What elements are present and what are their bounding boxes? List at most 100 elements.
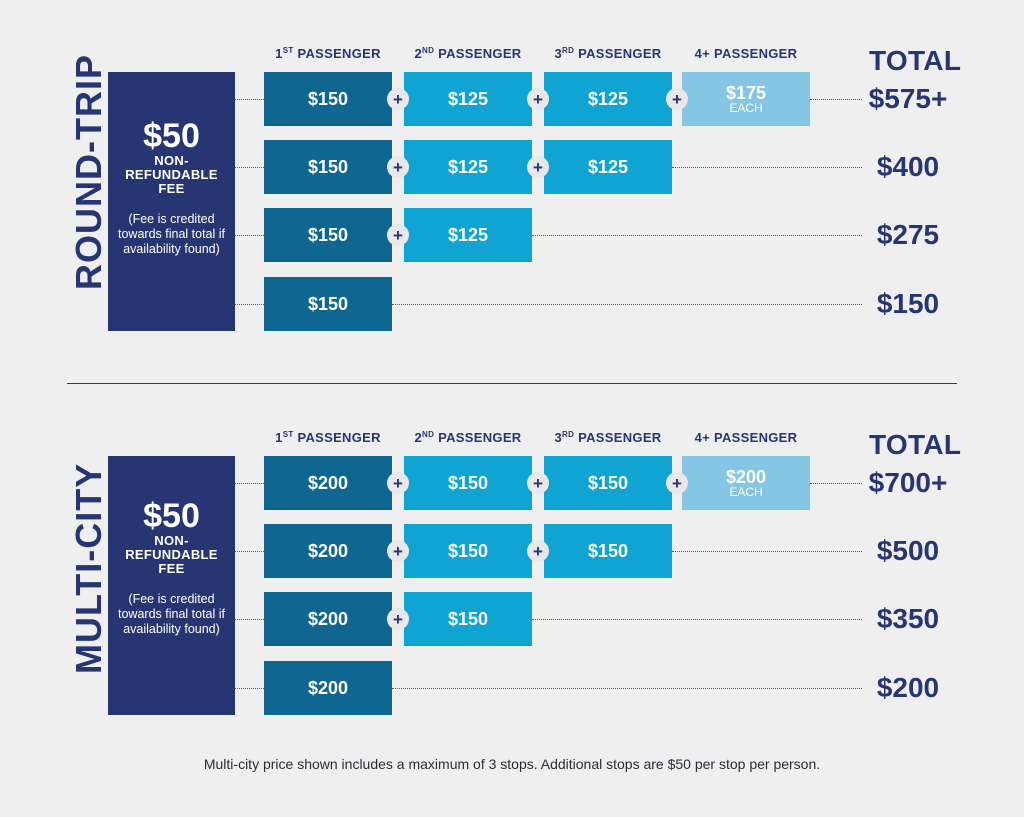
price-value: $125 [587,89,629,109]
header-text: PASSENGER [293,430,381,445]
price-cell-passenger-3: $125 [544,72,672,126]
header-number: 3 [554,46,563,61]
price-cell-passenger-2: $150 [404,592,532,646]
row-total: $275 [876,219,940,250]
column-header-total: TOTAL [869,429,962,460]
plus-icon: + [387,88,409,110]
dotted-leader [810,99,862,100]
fee-box: $50 NON- REFUNDABLE FEE (Fee is credited tow… [108,72,235,331]
price-cell-passenger-1: $150 [264,140,392,194]
dotted-leader [672,167,862,168]
price-value: $150 [307,294,349,314]
header-text: PASSENGER [574,46,662,61]
row-total: $500 [876,535,940,566]
header-ordinal: ST [282,46,294,55]
fee-label: FEE [158,561,185,576]
dotted-leader [235,688,264,689]
row-total: $575+ [868,83,948,114]
column-header-passenger-4: 4+ PASSENGER [694,430,798,445]
plus-icon: + [527,156,549,178]
row-total: $150 [876,288,940,319]
header-text: PASSENGER [434,430,522,445]
plus-icon: + [387,472,409,494]
fee-label: NON- [154,533,189,548]
dotted-leader [672,551,862,552]
header-ordinal: RD [562,430,575,439]
each-label: EACH [729,100,763,115]
multi-city-section: 1ST PASSENGER 2ND PASSENGER 3RD PASSENGER 4… [0,428,1024,728]
price-cell-passenger-2: $125 [404,140,532,194]
dotted-leader [235,483,264,484]
column-header-passenger-2: 2ND PASSENGER [404,46,532,61]
price-value: $150 [307,89,349,109]
price-cell-passenger-1: $200 [264,661,392,715]
plus-icon: + [666,88,688,110]
price-cell-passenger-2: $150 [404,524,532,578]
price-value: $150 [587,541,629,561]
price-value: $125 [447,157,489,177]
header-number: 1 [275,430,283,445]
header-number: 3 [554,430,563,445]
price-value: $200 [725,466,767,487]
header-text: PASSENGER [574,430,662,445]
fee-amount: $50 [143,117,200,155]
fee-amount: $50 [143,497,200,535]
row-total: $400 [876,151,940,182]
plus-icon: + [527,540,549,562]
price-value: $175 [725,82,767,103]
header-number: 1 [275,46,283,61]
fee-box: $50 NON- REFUNDABLE FEE (Fee is credited tow… [108,456,235,715]
price-value: $150 [447,609,489,629]
price-value: $125 [447,225,489,245]
price-cell-passenger-2: $150 [404,456,532,510]
price-value: $150 [307,157,349,177]
price-value: $150 [447,541,489,561]
footnote: Multi-city price shown includes a maximu… [203,756,821,772]
price-cell-passenger-3: $150 [544,524,672,578]
price-cell-passenger-1: $150 [264,208,392,262]
dotted-leader [532,235,862,236]
plus-icon: + [387,608,409,630]
column-header-total: TOTAL [869,45,962,76]
price-cell-passenger-3: $150 [544,456,672,510]
price-value: $200 [307,609,349,629]
price-value: $200 [307,541,349,561]
dotted-leader [235,551,264,552]
fee-label: REFUNDABLE [125,547,218,562]
plus-icon: + [387,156,409,178]
price-cell-passenger-1: $150 [264,277,392,331]
fee-note: (Fee is credited towards final total if … [118,592,225,636]
row-total: $350 [876,603,940,634]
fee-label: FEE [158,181,185,196]
price-value: $150 [587,473,629,493]
price-cell-passenger-1: $200 [264,524,392,578]
dotted-leader [392,688,862,689]
header-ordinal: ST [282,430,294,439]
plus-icon: + [387,224,409,246]
price-cell-passenger-3: $125 [544,140,672,194]
price-value: $125 [447,89,489,109]
dotted-leader [810,483,862,484]
price-cell-passenger-1: $200 [264,592,392,646]
price-value: $125 [587,157,629,177]
section-title: ROUND-TRIP [68,54,109,290]
price-value: $200 [307,473,349,493]
fee-label: NON- [154,153,189,168]
column-header-passenger-1: 1ST PASSENGER [264,46,392,61]
plus-icon: + [387,540,409,562]
price-cell-passenger-4: $175 EACH [682,72,810,126]
dotted-leader [392,304,862,305]
row-total: $200 [876,672,940,703]
section-title: MULTI-CITY [68,462,109,674]
fee-note: (Fee is credited towards final total if … [118,212,225,256]
column-header-passenger-2: 2ND PASSENGER [404,430,532,445]
column-header-passenger-3: 3RD PASSENGER [544,430,672,445]
price-cell-passenger-2: $125 [404,208,532,262]
price-value: $150 [307,225,349,245]
column-header-passenger-1: 1ST PASSENGER [264,430,392,445]
price-cell-passenger-1: $150 [264,72,392,126]
price-value: $150 [447,473,489,493]
price-cell-passenger-4: $200 EACH [682,456,810,510]
dotted-leader [235,235,264,236]
round-trip-section: 1ST PASSENGER 2ND PASSENGER 3RD PASSENGER 4… [0,44,1024,344]
